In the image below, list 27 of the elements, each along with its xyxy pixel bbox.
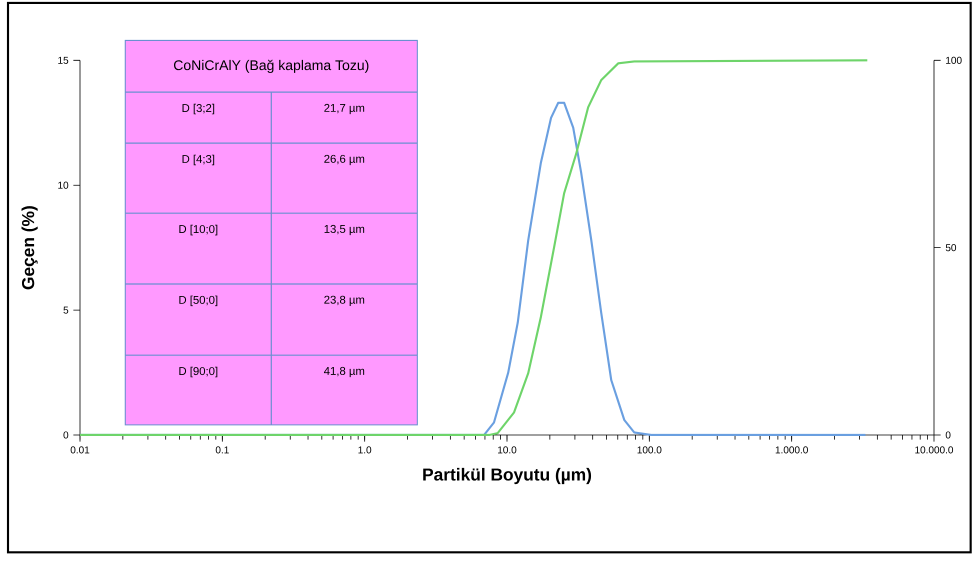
y2-tick-label: 100 xyxy=(946,56,962,64)
annotation: D [90;0] xyxy=(179,366,218,378)
annotation: CoNiCrAlY (Bağ kaplama Tozu) xyxy=(174,60,368,73)
y-tick-label: 15 xyxy=(58,56,68,64)
x-tick-label: 10.000.0 xyxy=(915,446,954,454)
annotation: 21,7 µm xyxy=(324,104,364,114)
y-tick-label: 0 xyxy=(63,431,68,439)
y-tick-label: 5 xyxy=(63,306,68,314)
x-tick-label: 0.01 xyxy=(70,446,90,454)
annotation: D [4;3] xyxy=(182,154,214,166)
annotation: D [3;2] xyxy=(182,104,214,114)
y-tick-label: 10 xyxy=(58,182,68,189)
annotation: 41,8 µm xyxy=(324,366,364,378)
y2-tick-label: 50 xyxy=(946,244,956,252)
x-axis-title: Partikül Boyutu (µm) xyxy=(423,468,592,484)
x-tick-label: 10.0 xyxy=(498,446,516,454)
x-tick-label: 100.0 xyxy=(638,446,662,454)
annotation: D [10;0] xyxy=(179,224,218,236)
annotation: 26,6 µm xyxy=(324,154,364,166)
y-axis-title: Geçen (%) xyxy=(22,206,38,290)
x-tick-label: 0.1 xyxy=(216,446,229,454)
y2-tick-label: 0 xyxy=(946,431,951,439)
annotation: 23,8 µm xyxy=(324,296,364,306)
x-tick-label: 1.0 xyxy=(358,446,372,454)
annotation: 13,5 µm xyxy=(324,224,364,236)
annotation: D [50;0] xyxy=(179,296,218,306)
x-tick-label: 1.000.0 xyxy=(776,446,808,454)
